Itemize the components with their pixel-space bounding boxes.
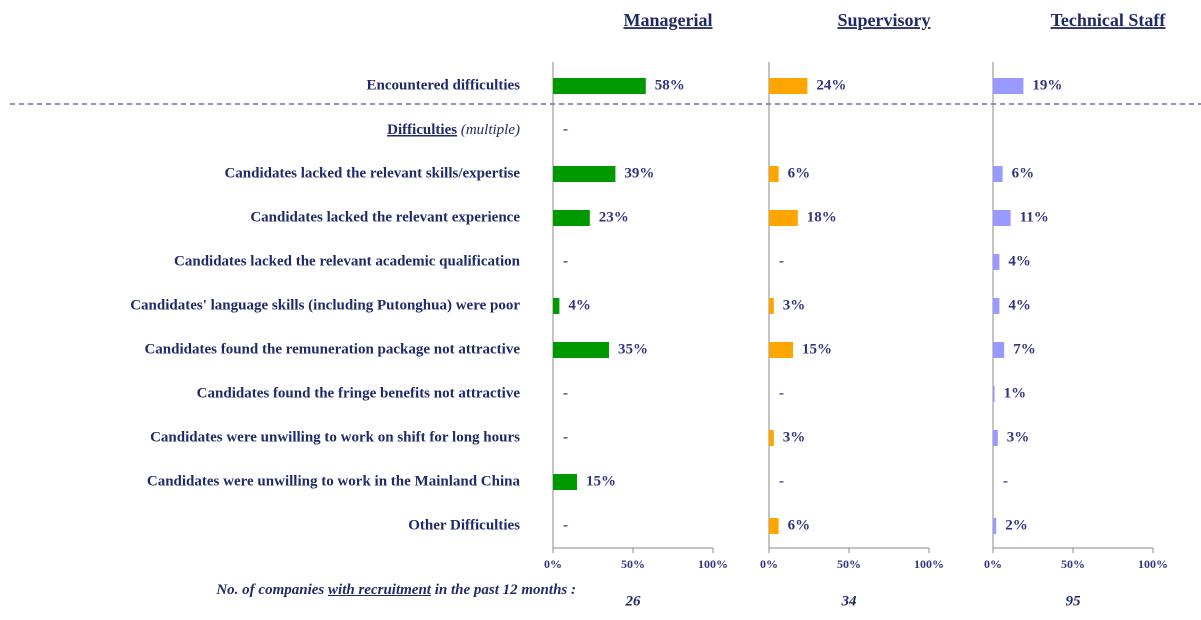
value-label: 15% [586,473,616,489]
x-tick-label: 100% [914,557,944,571]
value-label: 4% [568,297,591,313]
company-count: 26 [625,593,642,609]
footer-note: No. of companies with recruitment in the… [180,580,576,600]
section-note: (multiple) [461,122,520,138]
x-tick-label: 50% [621,557,645,571]
section-label: Difficulties [387,122,457,138]
bar [769,518,779,534]
value-label: 4% [1008,253,1031,269]
bar [993,430,998,446]
bar [993,78,1024,94]
bar [553,342,609,358]
value-label: - [779,385,784,401]
value-label: 2% [1005,517,1027,533]
series-name: Technical Staff [1051,10,1167,30]
value-label: 3% [1007,429,1030,445]
x-tick-label: 100% [698,557,728,571]
series-name: Managerial [624,10,713,30]
category-label: Candidates found the remuneration packag… [144,341,520,357]
x-tick-label: 0% [544,557,562,571]
value-label: - [563,517,568,533]
value-label: - [563,429,568,445]
category-label: Candidates were unwilling to work in the… [147,473,521,489]
value-label: 23% [599,209,629,225]
bar [769,210,798,226]
bar [553,166,616,182]
value-label: 6% [788,517,811,533]
section-header: Difficulties (multiple) [387,122,520,138]
bar [993,254,1000,270]
series-name: Supervisory [837,10,930,30]
value-label: 35% [618,341,648,357]
company-count: 95 [1066,593,1082,609]
bar [769,78,808,94]
value-label: 24% [816,77,846,93]
category-label: Candidates lacked the relevant skills/ex… [224,165,520,181]
footer-before: No. of companies [216,582,329,598]
category-label: Encountered difficulties [367,77,521,93]
bar [553,298,560,314]
footer-after: in the past 12 months : [430,582,576,598]
category-label: Candidates lacked the relevant experienc… [250,209,520,225]
value-label: 19% [1032,77,1062,93]
value-label: 6% [788,165,811,181]
bar [993,166,1003,182]
value-label: 11% [1020,209,1049,225]
value-label: 18% [807,209,837,225]
x-tick-label: 100% [1138,557,1168,571]
value-label: 6% [1012,165,1035,181]
x-tick-label: 50% [837,557,861,571]
value-label: - [1003,473,1008,489]
value-label: 4% [1008,297,1031,313]
value-label: - [563,121,568,137]
bar [993,518,997,534]
company-count: 34 [841,593,858,609]
value-label: 7% [1013,341,1035,357]
value-label: 58% [655,77,685,93]
x-tick-label: 50% [1061,557,1085,571]
bar [769,430,774,446]
bar [553,210,590,226]
value-label: 15% [802,341,832,357]
value-label: 1% [1004,385,1027,401]
value-label: - [779,473,784,489]
category-label: Candidates' language skills (including P… [130,297,520,313]
bar [769,166,779,182]
bar [769,342,793,358]
x-tick-label: 0% [760,557,778,571]
category-label: Candidates lacked the relevant academic … [174,253,521,269]
bar [993,386,995,402]
bar [769,298,774,314]
bar [993,342,1005,358]
footer-underlined: with recruitment [328,582,431,598]
bar [553,78,646,94]
value-label: 39% [624,165,654,181]
bar [993,210,1011,226]
category-label: Candidates were unwilling to work on shi… [150,429,520,445]
bar [993,298,1000,314]
category-label: Candidates found the fringe benefits not… [197,385,521,401]
value-label: - [563,385,568,401]
value-label: 3% [783,297,806,313]
category-label: Other Difficulties [408,517,520,533]
bar [553,474,577,490]
value-label: 3% [783,429,806,445]
x-tick-label: 0% [984,557,1002,571]
value-label: - [563,253,568,269]
value-label: - [779,253,784,269]
